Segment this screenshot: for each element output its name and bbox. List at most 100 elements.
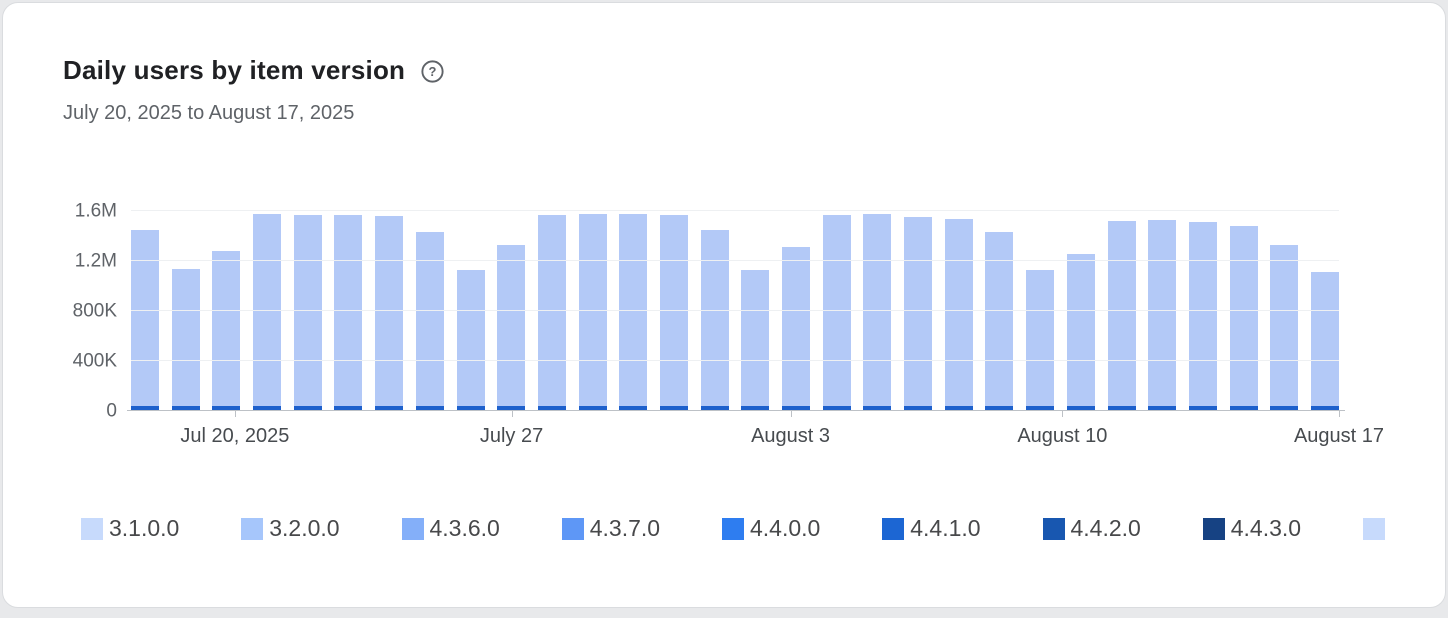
stacked-bar-day-18[interactable] (822, 211, 851, 411)
chart: 1.6M 1.2M 800K 400K 0 Jul 20, 2025 July 27 Augu… (3, 202, 1445, 542)
legend-item-4.3.7.0: 4.3.7.0 (561, 515, 661, 542)
legend-swatch (1202, 517, 1225, 540)
stacked-bar-day-29[interactable] (1270, 211, 1299, 411)
bar-segment-4.4.1.0 (863, 406, 892, 410)
bar-segment-4.4.1.0 (1148, 406, 1177, 410)
bar-segment-4.4.1.0 (659, 406, 688, 410)
bar-segment-4.4.1.0 (1066, 406, 1095, 410)
x-axis-tick-label: August 10 (1017, 425, 1108, 447)
x-axis-tick-label: July 27 (479, 425, 544, 447)
bar-segment-4.4.1.0 (131, 406, 159, 410)
bar-segment-4.4.1.0 (1229, 406, 1258, 410)
stacked-bar-day-28[interactable] (1229, 211, 1258, 411)
bar-segment-3.2.0.0 (1229, 226, 1258, 407)
legend-item-4.4.1.0: 4.4.1.0 (882, 515, 981, 542)
bar-segment-4.4.1.0 (1188, 406, 1217, 410)
x-axis-tick (790, 411, 792, 417)
bar-segment-4.4.1.0 (1270, 406, 1299, 410)
date-range: July 20, 2025 to August 17, 2025 (63, 102, 355, 124)
y-axis-tick-label: 0 (106, 400, 117, 422)
bar-segment-4.4.1.0 (1107, 406, 1136, 410)
stacked-bar-day-4[interactable] (253, 211, 282, 411)
bar-segment-3.2.0.0 (1026, 269, 1055, 407)
bar-segment-4.4.1.0 (822, 406, 851, 410)
stacked-bar-day-27[interactable] (1188, 211, 1217, 411)
bars-container (131, 211, 1339, 411)
stacked-bar-day-1[interactable] (131, 211, 159, 411)
stacked-bar-day-23[interactable] (1026, 211, 1055, 411)
bar-segment-3.2.0.0 (782, 247, 810, 407)
x-axis-tick-label: Jul 20, 2025 (180, 425, 290, 447)
legend-item-partial (1363, 517, 1385, 540)
x-axis-line (127, 410, 1345, 411)
plot-area: 1.6M 1.2M 800K 400K 0 Jul 20, 2025 July 27 Augu… (73, 202, 1384, 448)
chart-card: Daily users by item version ? July 20, 2… (2, 2, 1446, 608)
stacked-bar-day-12[interactable] (578, 211, 607, 411)
legend-item-4.4.3.0: 4.4.3.0 (1202, 515, 1302, 542)
x-axis-tick (1339, 411, 1340, 417)
stacked-bar-day-24[interactable] (1066, 211, 1095, 411)
stacked-bar-day-25[interactable] (1107, 211, 1136, 411)
x-axis-tick (234, 411, 236, 417)
legend-swatch (561, 517, 584, 540)
bar-segment-3.2.0.0 (863, 213, 892, 407)
page-title: Daily users by item version (63, 55, 406, 85)
bar-segment-4.4.1.0 (578, 406, 607, 410)
bar-segment-4.4.1.0 (985, 406, 1014, 410)
stacked-bar-day-17[interactable] (782, 211, 810, 411)
stacked-bar-day-9[interactable] (456, 211, 485, 411)
y-axis-tick-label: 1.6M (74, 200, 117, 222)
stacked-bar-day-7[interactable] (375, 211, 404, 411)
bar-segment-3.2.0.0 (1270, 244, 1299, 407)
bar-segment-4.4.1.0 (944, 406, 973, 410)
stacked-bar-day-15[interactable] (700, 211, 729, 411)
bar-segment-3.2.0.0 (578, 213, 607, 407)
legend-label: 4.3.7.0 (589, 515, 661, 541)
help-icon[interactable]: ? (419, 58, 446, 85)
bar-segment-4.4.1.0 (904, 406, 933, 410)
stacked-bar-day-14[interactable] (659, 211, 688, 411)
chart-header: Daily users by item version ? July 20, 2… (3, 3, 1445, 125)
bar-segment-3.2.0.0 (375, 216, 404, 407)
y-axis-tick-label: 1.2M (74, 250, 117, 272)
bar-segment-4.4.1.0 (334, 406, 363, 410)
stacked-bar-day-13[interactable] (619, 211, 648, 411)
bar-segment-3.2.0.0 (1310, 272, 1339, 407)
stacked-bar-day-26[interactable] (1148, 211, 1177, 411)
bar-segment-3.2.0.0 (1107, 221, 1136, 407)
stacked-bar-day-6[interactable] (334, 211, 363, 411)
legend-label: 4.4.1.0 (910, 515, 981, 541)
legend-label: 4.4.3.0 (1230, 515, 1302, 541)
stacked-bar-day-8[interactable] (415, 211, 444, 411)
legend-swatch (1042, 517, 1065, 540)
stacked-bar-day-3[interactable] (212, 211, 241, 411)
bar-segment-4.4.1.0 (782, 406, 810, 410)
stacked-bar-day-16[interactable] (741, 211, 770, 411)
stacked-bar-day-2[interactable] (171, 211, 200, 411)
legend-item-4.4.0.0: 4.4.0.0 (722, 515, 820, 542)
bar-segment-3.2.0.0 (1148, 219, 1177, 407)
stacked-bar-day-21[interactable] (944, 211, 973, 411)
stacked-bar-day-22[interactable] (985, 211, 1014, 411)
stacked-bar-day-20[interactable] (904, 211, 933, 411)
x-axis-tick (511, 411, 513, 417)
legend-swatch (81, 517, 103, 540)
stacked-bar-day-19[interactable] (863, 211, 892, 411)
legend-swatch (401, 517, 424, 540)
stacked-bar-day-5[interactable] (293, 211, 322, 411)
bar-segment-3.2.0.0 (171, 268, 200, 407)
stacked-bar-day-11[interactable] (537, 211, 566, 411)
x-axis-tick-label: August 17 (1293, 425, 1385, 447)
bar-segment-4.4.1.0 (212, 406, 241, 410)
legend-swatch (1363, 517, 1385, 540)
legend-label: 3.2.0.0 (269, 515, 340, 541)
bar-segment-3.2.0.0 (741, 269, 770, 407)
gridline (131, 210, 1339, 211)
bar-segment-3.2.0.0 (944, 218, 973, 407)
stacked-bar-day-30[interactable] (1310, 211, 1339, 411)
bar-segment-3.2.0.0 (415, 232, 444, 407)
stacked-bar-day-10[interactable] (497, 211, 526, 411)
bar-segment-3.2.0.0 (1066, 253, 1095, 407)
bar-segment-4.4.1.0 (619, 406, 648, 410)
y-axis-tick-label: 400K (72, 350, 117, 372)
